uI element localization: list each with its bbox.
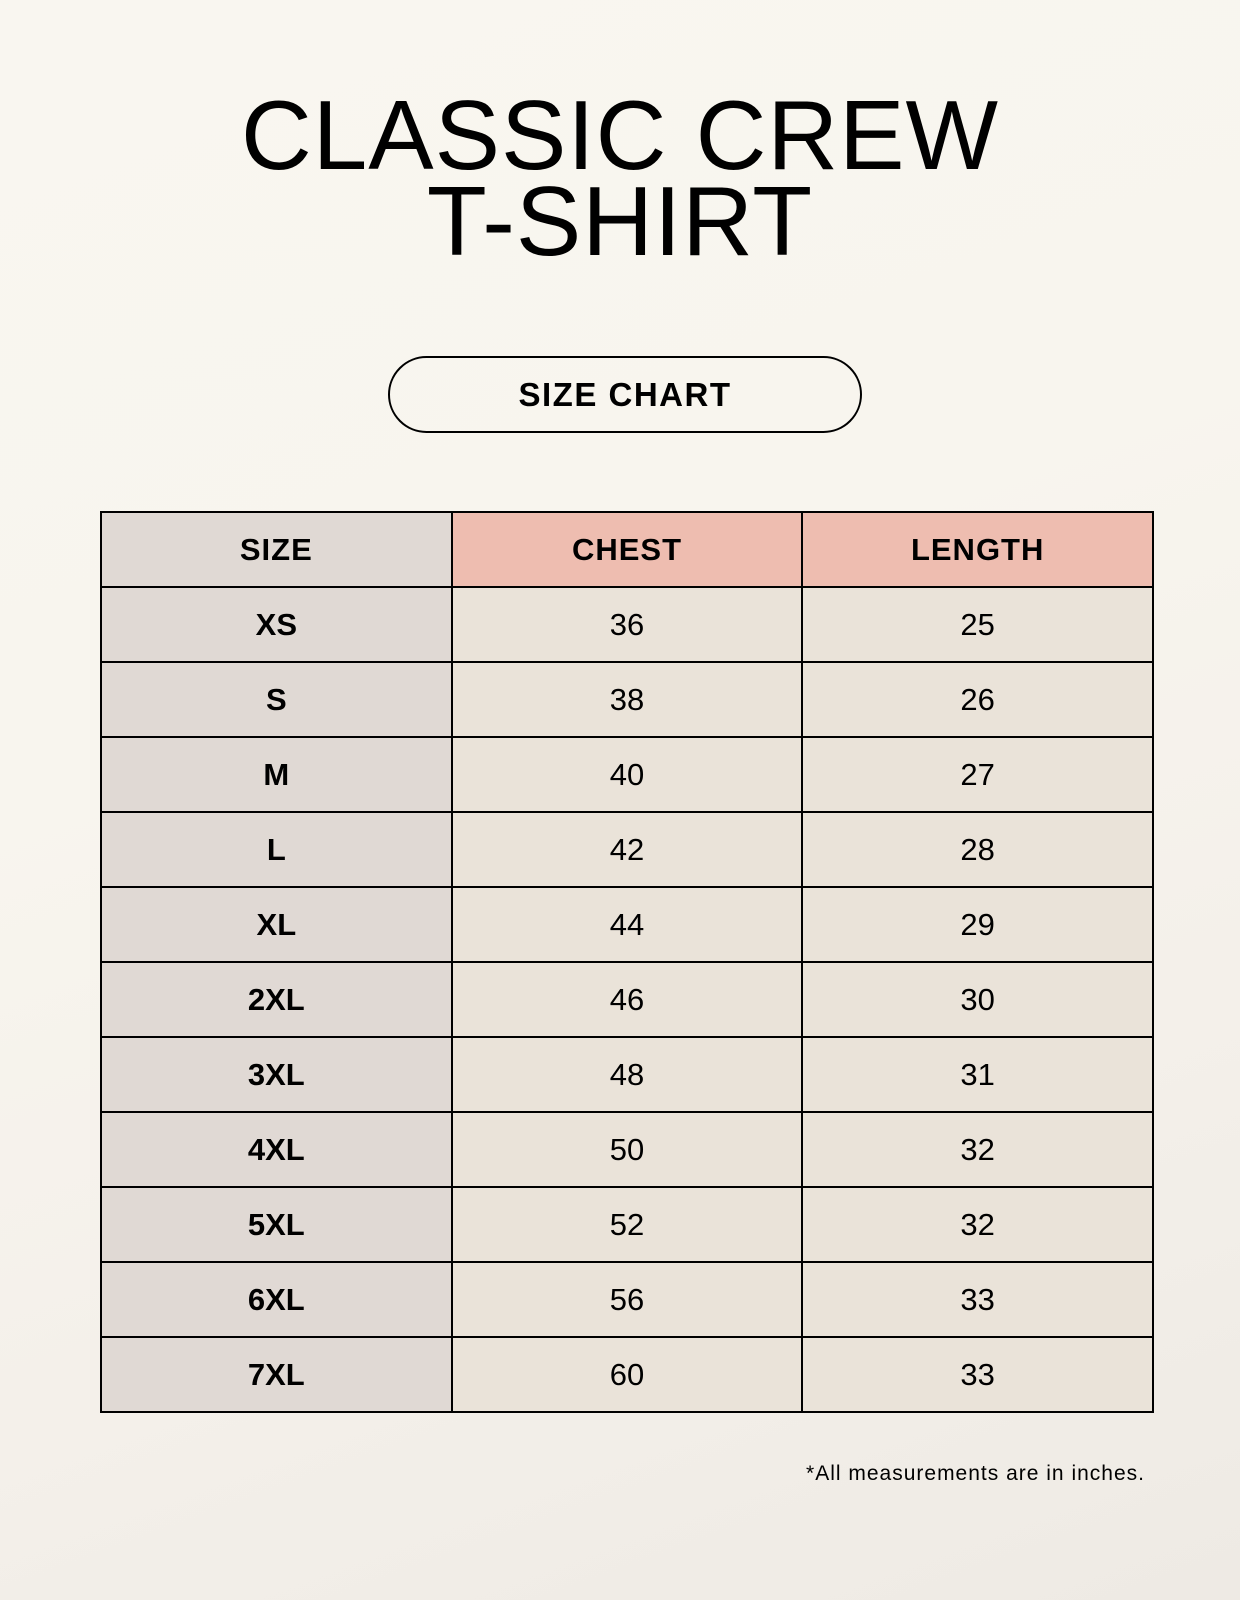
size-chart-label: SIZE CHART	[388, 356, 862, 433]
page-title: CLASSIC CREW T-SHIRT	[0, 80, 1240, 276]
title-line: CLASSIC CREW	[240, 80, 999, 190]
length-cell: 28	[801, 811, 1154, 888]
length-cell: 32	[801, 1111, 1154, 1188]
header-size: SIZE	[100, 511, 453, 588]
footnote: *All measurements are in inches.	[806, 1462, 1145, 1485]
table-row: M 40 27	[100, 736, 1154, 813]
chest-cell: 60	[450, 1336, 804, 1413]
length-cell: 30	[801, 961, 1154, 1038]
chest-cell: 38	[450, 661, 804, 738]
size-cell: 6XL	[100, 1261, 453, 1338]
size-cell: 3XL	[100, 1036, 453, 1113]
table-row: XL 44 29	[100, 886, 1154, 963]
table-row: 5XL 52 32	[100, 1186, 1154, 1263]
table-row: 4XL 50 32	[100, 1111, 1154, 1188]
chest-cell: 40	[450, 736, 804, 813]
length-cell: 31	[801, 1036, 1154, 1113]
length-cell: 29	[801, 886, 1154, 963]
chest-cell: 42	[450, 811, 804, 888]
chest-cell: 36	[450, 586, 804, 663]
size-cell: 7XL	[100, 1336, 453, 1413]
size-cell: 5XL	[100, 1186, 453, 1263]
table-row: 3XL 48 31	[100, 1036, 1154, 1113]
table-row: S 38 26	[100, 661, 1154, 738]
title-line: T-SHIRT	[426, 166, 814, 276]
chest-cell: 50	[450, 1111, 804, 1188]
table-row: XS 36 25	[100, 586, 1154, 663]
chest-cell: 56	[450, 1261, 804, 1338]
table-row: 6XL 56 33	[100, 1261, 1154, 1338]
chest-cell: 44	[450, 886, 804, 963]
length-cell: 26	[801, 661, 1154, 738]
size-cell: S	[100, 661, 453, 738]
size-cell: 2XL	[100, 961, 453, 1038]
length-cell: 33	[801, 1336, 1154, 1413]
size-cell: L	[100, 811, 453, 888]
length-cell: 33	[801, 1261, 1154, 1338]
size-cell: XS	[100, 586, 453, 663]
length-cell: 32	[801, 1186, 1154, 1263]
size-cell: 4XL	[100, 1111, 453, 1188]
table-row: L 42 28	[100, 811, 1154, 888]
chest-cell: 46	[450, 961, 804, 1038]
size-cell: XL	[100, 886, 453, 963]
table-row: 2XL 46 30	[100, 961, 1154, 1038]
length-cell: 27	[801, 736, 1154, 813]
length-cell: 25	[801, 586, 1154, 663]
size-cell: M	[100, 736, 453, 813]
chest-cell: 52	[450, 1186, 804, 1263]
header-chest: CHEST	[450, 511, 804, 588]
chest-cell: 48	[450, 1036, 804, 1113]
header-length: LENGTH	[801, 511, 1154, 588]
table-row: 7XL 60 33	[100, 1336, 1154, 1413]
size-table: SIZE CHEST LENGTH XS 36 25 S 38 26 M 40 27 L 42 28 X…	[100, 511, 1154, 1413]
